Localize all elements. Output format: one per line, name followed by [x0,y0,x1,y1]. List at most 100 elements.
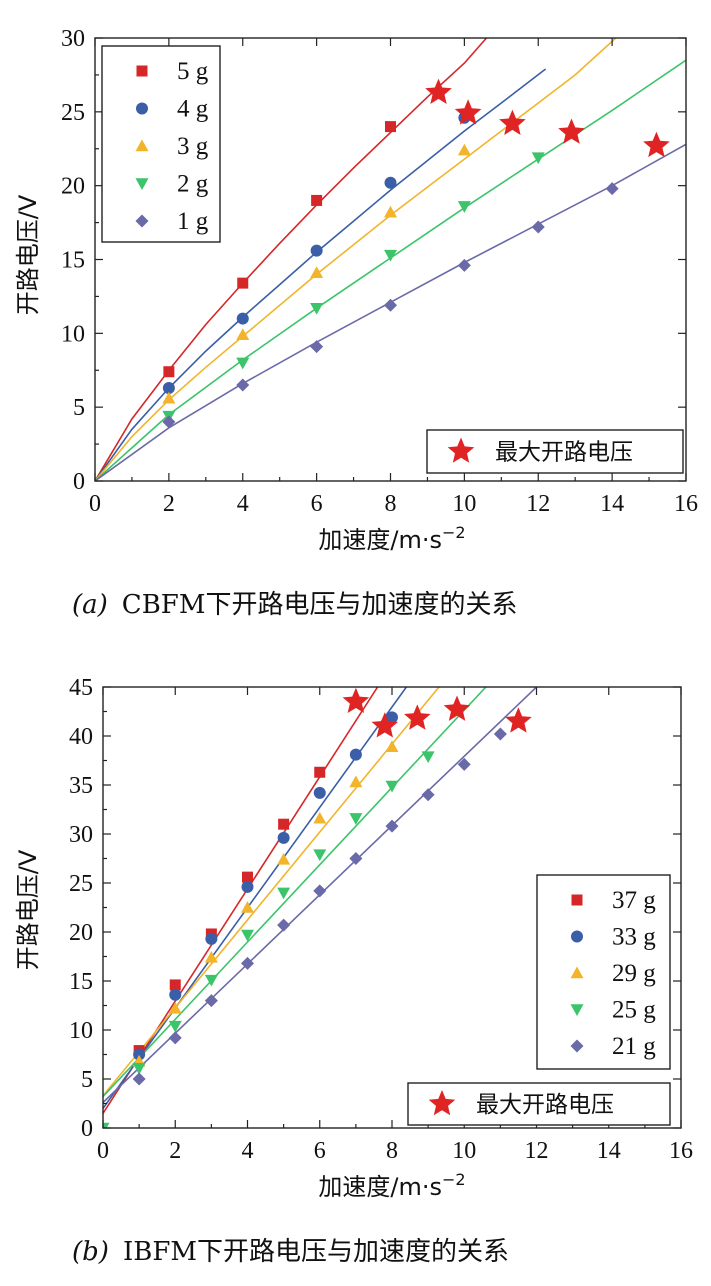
data-point [241,880,254,893]
fit-line [103,687,408,1109]
data-point [241,901,254,913]
caption-label: (a) [72,590,108,620]
y-tick-label: 0 [81,1116,93,1142]
y-axis-title: 开路电压/V [14,849,42,970]
data-point [169,979,181,991]
data-point [385,819,399,833]
x-tick-label: 12 [525,1138,549,1164]
x-axis-title-sup: −2 [442,1170,466,1189]
legend-label: 29 g [612,960,656,987]
y-tick-label: 25 [61,100,85,126]
data-point [278,818,290,830]
legend-marker [136,102,148,115]
legend-marker [135,214,149,228]
y-tick-label: 15 [69,969,93,995]
legend-marker [570,1004,584,1016]
caption-text: CBFM下开路电压与加速度的关系 [122,590,518,620]
legend-label: 5 g [177,58,209,85]
data-point [310,266,324,278]
data-point [132,1063,146,1075]
max-voltage-star [342,687,370,713]
data-point [205,932,218,945]
data-point [457,258,471,272]
legend-box [101,45,221,243]
data-point [236,378,250,392]
x-tick-label: 16 [669,1138,693,1164]
max-voltage-star [425,78,452,104]
data-point [314,766,326,778]
x-tick-label: 0 [89,491,101,517]
y-tick-label: 25 [69,871,93,897]
x-axis-title-sup: −2 [442,523,466,542]
chart-panel-b: 0 2 4 6 8 10 12 14 16 0 5 10 15 20 25 30 35 40 45 开路电压/V 加… [14,675,693,1267]
data-point [168,1031,182,1045]
fit-line [103,687,440,1097]
caption-label: (b) [72,1237,109,1267]
star-legend-label: 最大开路电压 [495,440,633,466]
data-point [349,852,363,865]
data-point [313,811,327,824]
legend-marker [135,178,149,190]
data-point [457,757,471,771]
y-tick-label: 20 [69,920,93,946]
x-tick-label: 4 [237,491,249,517]
data-point [103,1122,110,1128]
data-point [493,727,507,741]
fit-line [95,38,617,481]
caption-text: IBFM下开路电压与加速度的关系 [123,1237,509,1267]
x-tick-label: 2 [169,1138,181,1164]
star-legend-icon [447,437,475,463]
y-tick-label: 5 [81,1067,93,1093]
data-point [168,1020,182,1033]
x-tick-label: 2 [163,491,175,517]
star-legend-box [426,429,684,474]
data-point [162,391,176,404]
max-voltage-star [558,118,585,144]
x-axis-title: 加速度/m·s−2 [318,523,465,554]
y-tick-label: 5 [73,395,85,421]
x-tick-label: 6 [314,1138,326,1164]
data-point [204,974,218,987]
data-point [237,277,249,289]
data-point [277,852,291,865]
data-point [242,871,253,883]
data-point [204,994,218,1008]
data-point [531,152,545,165]
star-legend-icon [428,1090,456,1116]
data-point [384,205,397,218]
chart-panel-a: 0 2 4 6 8 10 12 14 16 0 5 10 15 20 25 30 开路电压/V 加速度/m·s… [14,26,698,620]
x-axis-title: 加速度/m·s−2 [318,1170,465,1201]
data-point [241,929,254,942]
data-point [385,740,399,752]
data-point [168,1001,182,1014]
data-point [457,201,471,213]
y-tick-label: 15 [61,248,85,274]
fit-line [103,687,379,1114]
data-point [349,775,363,788]
x-tick-label: 16 [674,491,698,517]
legend-label: 1 g [177,208,209,235]
data-point [277,887,291,900]
y-tick-label: 35 [69,773,93,799]
data-point [421,751,435,764]
y-tick-label: 30 [69,822,93,848]
data-point [349,813,363,825]
legend-label: 33 g [612,924,656,951]
x-tick-label: 14 [600,491,624,517]
data-point [169,988,182,1001]
x-tick-label: 0 [97,1138,109,1164]
fit-line [103,687,487,1098]
data-point [310,340,324,354]
data-point [385,780,399,793]
x-tick-label: 14 [597,1138,621,1164]
legend-label: 21 g [612,1033,656,1060]
y-tick-label: 45 [69,675,93,701]
legend-label: 37 g [612,887,656,914]
x-axis-title-main: 加速度/m·s [318,1173,442,1201]
star-legend-box [407,1082,671,1126]
data-point [385,121,396,133]
x-tick-label: 6 [311,491,323,517]
x-tick-label: 4 [242,1138,254,1164]
data-point [313,849,327,862]
data-point [133,1048,146,1061]
